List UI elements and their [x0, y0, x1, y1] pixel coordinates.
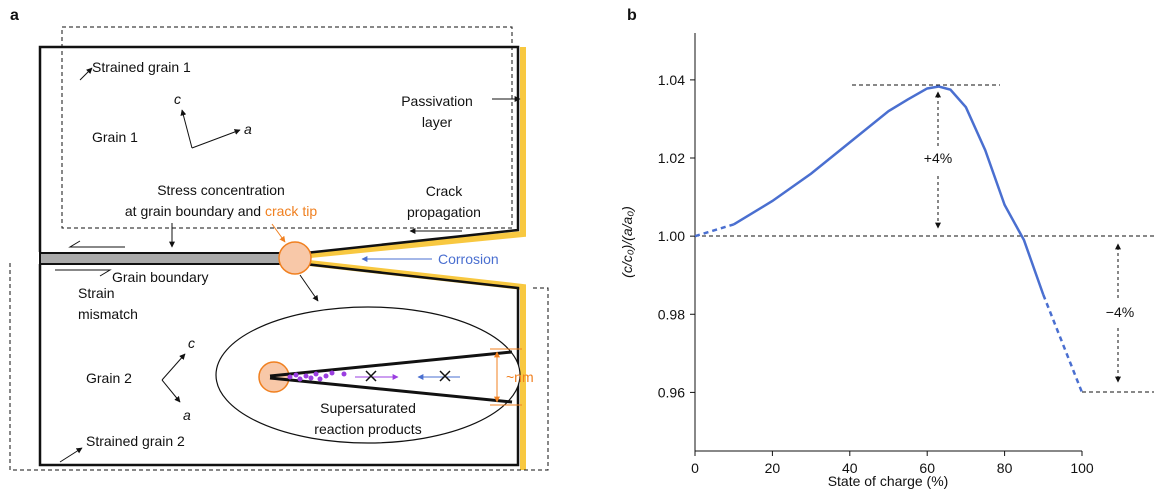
- x-tick-label: 40: [842, 460, 858, 476]
- data-line: [694, 223, 735, 238]
- x-tick-label: 100: [1070, 460, 1094, 476]
- passivation: [299, 47, 526, 470]
- arrow: [180, 109, 193, 149]
- arrow: [191, 129, 241, 149]
- label: at grain boundary and: [125, 203, 265, 219]
- y-tick-label: 1.02: [658, 150, 685, 166]
- x-tick-label: 60: [919, 460, 935, 476]
- data-line: [733, 85, 1045, 296]
- panel-a: a Strained grain 1 Grain 1 c a Passivati…: [9, 7, 549, 471]
- x-axis-title: State of charge (%): [828, 473, 949, 489]
- label: reaction products: [314, 421, 421, 437]
- label: c: [188, 335, 195, 351]
- panel-label: a: [10, 7, 19, 24]
- label: c: [174, 91, 181, 107]
- label: Grain boundary: [112, 269, 209, 285]
- annotation: −4%: [1106, 304, 1134, 320]
- x-tick-label: 20: [765, 460, 781, 476]
- label: a: [244, 121, 252, 137]
- strained-grain-1: [61, 26, 513, 229]
- panel-b: b State of charge (%) (c/c₀)/(a/a₀) +4% …: [619, 7, 1154, 489]
- grain-boundary: [39, 252, 297, 265]
- cross: [365, 370, 451, 382]
- arrow: [299, 274, 319, 302]
- label: Strained grain 1: [92, 59, 191, 75]
- crack-tip: [278, 241, 312, 275]
- data-line: [1042, 294, 1084, 393]
- x-tick-label: 0: [691, 460, 699, 476]
- label: Strain: [78, 285, 115, 301]
- label: Grain 1: [92, 129, 138, 145]
- y-tick-label: 0.96: [658, 384, 685, 400]
- label: layer: [422, 114, 453, 130]
- arrow: [79, 67, 93, 81]
- label: propagation: [407, 204, 481, 220]
- label: crack tip: [265, 203, 317, 219]
- label: a: [183, 407, 191, 423]
- label: Corrosion: [438, 251, 499, 267]
- label: ~nm: [506, 369, 534, 385]
- label: Strained grain 2: [86, 433, 185, 449]
- grain-2: [38, 261, 520, 467]
- x-tick-label: 80: [997, 460, 1013, 476]
- y-tick-label: 0.98: [658, 306, 685, 322]
- y-tick-label: 1.00: [658, 228, 685, 244]
- y-tick-label: 1.04: [658, 72, 685, 88]
- crack: [269, 350, 513, 404]
- label: Supersaturated: [320, 400, 416, 416]
- arrow: [161, 379, 181, 403]
- panel-label: b: [627, 7, 637, 24]
- inset: [215, 306, 521, 444]
- y-axis-title: (c/c₀)/(a/a₀): [619, 206, 635, 278]
- arrow: [271, 223, 286, 243]
- label: Crack: [426, 183, 464, 199]
- annotation: +4%: [924, 150, 952, 166]
- arrow: [55, 269, 112, 277]
- label: Grain 2: [86, 370, 132, 386]
- arrow: [59, 447, 83, 463]
- arrow: [68, 240, 125, 248]
- strained-grain-2: [9, 263, 549, 471]
- grain-1: [38, 45, 520, 256]
- label: Passivation: [401, 93, 473, 109]
- label: mismatch: [78, 306, 138, 322]
- arrow: [161, 353, 186, 381]
- label: Stress concentration: [157, 182, 285, 198]
- label: at grain boundary and crack tip: [125, 203, 317, 219]
- products: [287, 370, 347, 382]
